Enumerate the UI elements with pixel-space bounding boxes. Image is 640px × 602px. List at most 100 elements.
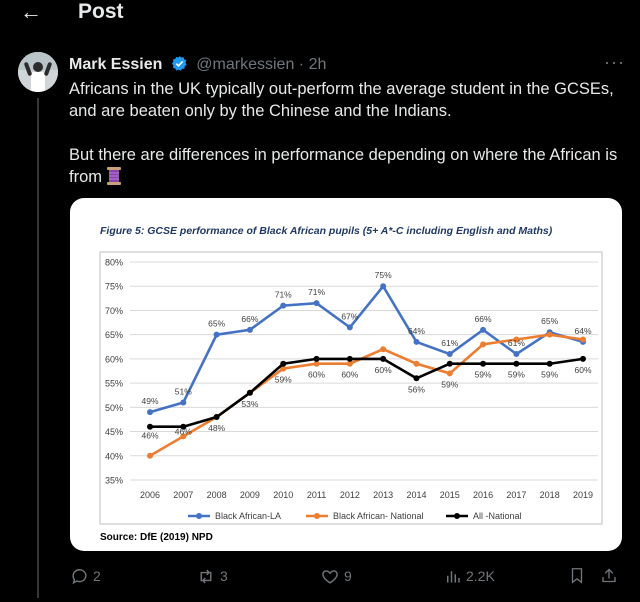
share-icon: [602, 568, 616, 583]
data-label-national: 53%: [241, 399, 258, 409]
post-text-line-4: from: [69, 166, 629, 188]
author-name[interactable]: Mark Essien: [69, 56, 163, 73]
page-title: Post: [78, 0, 124, 23]
series-point: [413, 338, 420, 345]
y-tick-label: 35%: [105, 476, 123, 486]
post-text-from: from: [69, 168, 102, 186]
post-text-line-1: Africans in the UK typically out-perform…: [69, 80, 614, 98]
x-tick-label: 2008: [207, 490, 227, 500]
series-point: [346, 355, 353, 362]
x-tick-label: 2012: [340, 490, 360, 500]
series-point: [246, 389, 253, 396]
data-label-la: 51%: [175, 386, 192, 396]
series-point: [513, 351, 520, 358]
like-button[interactable]: 9: [320, 566, 352, 586]
reply-count: 2: [93, 568, 101, 584]
repost-count: 3: [220, 568, 228, 584]
x-tick-label: 2006: [140, 490, 160, 500]
bookmark-button[interactable]: [568, 566, 586, 585]
post-text-line-2: and are beaten only by the Chinese and t…: [69, 102, 452, 120]
series-point: [446, 370, 453, 377]
series-point: [446, 351, 453, 358]
data-label-la: 64%: [408, 326, 425, 336]
x-tick-label: 2007: [173, 490, 193, 500]
data-label-la: 65%: [208, 319, 225, 329]
data-label-la: 61%: [508, 338, 525, 348]
series-point: [213, 331, 220, 338]
post-time[interactable]: 2h: [308, 56, 327, 73]
data-label-la: 71%: [308, 287, 325, 297]
repost-button[interactable]: 3: [196, 566, 228, 586]
series-line-0: [149, 283, 584, 414]
data-label-la: 66%: [241, 314, 258, 324]
data-label-national: 60%: [308, 370, 325, 380]
action-bar: 2 3 9 2.2K: [0, 566, 640, 590]
series-point: [380, 355, 387, 362]
bookmark-icon: [571, 568, 583, 584]
reply-button[interactable]: 2: [70, 566, 101, 586]
series-point: [346, 360, 353, 367]
series-point: [280, 365, 287, 372]
series-point: [513, 336, 520, 343]
x-tick-label: 2011: [307, 490, 326, 500]
avatar-image: [18, 52, 58, 92]
data-label-national: 59%: [508, 370, 525, 380]
y-tick-label: 75%: [105, 282, 123, 292]
views-count: 2.2K: [466, 568, 495, 584]
legend-label: Black African-LA: [215, 511, 281, 521]
heart-icon: [322, 569, 338, 584]
arrow-left-icon[interactable]: ←: [20, 0, 42, 24]
post-text-line-3: But there are differences in performance…: [69, 146, 618, 164]
avatar[interactable]: [18, 52, 58, 92]
chart-frame: [99, 251, 603, 525]
series-point: [480, 341, 487, 348]
x-tick-label: 2009: [240, 490, 260, 500]
series-point: [246, 326, 253, 333]
data-label-la: 64%: [574, 326, 591, 336]
top-bar: ← Post: [0, 0, 640, 26]
data-label-la: 75%: [375, 270, 392, 280]
more-options-icon[interactable]: ···: [604, 52, 625, 72]
y-axis-ticks: 35% 40% 45% 50% 55% 60% 65% 70% 75% 80%: [105, 258, 123, 486]
y-tick-label: 65%: [105, 330, 123, 340]
chart-source: Source: DfE (2019) NPD: [100, 532, 213, 543]
chart-data-labels: 49% 51% 65% 66% 71% 71% 67% 75% 64% 61% 66% 61% 65% 6…: [141, 270, 591, 440]
like-count: 9: [344, 568, 352, 584]
data-label-la: 65%: [541, 316, 558, 326]
data-label-la: 67%: [341, 311, 358, 321]
legend-marker: [196, 513, 202, 519]
thread-spool-icon: [106, 167, 122, 185]
data-label-national: 60%: [341, 370, 358, 380]
post-image-card[interactable]: Figure 5: GCSE performance of Black Afri…: [70, 198, 622, 551]
series-point: [313, 360, 320, 367]
y-tick-label: 50%: [105, 403, 123, 413]
data-label-la: 66%: [475, 314, 492, 324]
repost-icon: [200, 569, 212, 583]
gcse-line-chart: Figure 5: GCSE performance of Black Afri…: [99, 225, 603, 543]
author-handle[interactable]: @markessien: [196, 56, 295, 73]
post-header: Mark Essien @markessien · 2h: [69, 55, 326, 78]
x-tick-label: 2017: [506, 490, 526, 500]
data-label-national: 56%: [408, 384, 425, 394]
data-label-national: 60%: [574, 365, 591, 375]
series-point: [180, 433, 187, 440]
x-axis-ticks: 2006 2007 2008 2009 2010 2011 2012 2013 2014 2015…: [140, 490, 593, 500]
x-tick-label: 2019: [573, 490, 593, 500]
y-tick-label: 70%: [105, 306, 123, 316]
separator-dot: ·: [298, 56, 305, 73]
data-label-national: 59%: [475, 370, 492, 380]
series-point: [180, 423, 187, 430]
views-button[interactable]: 2.2K: [444, 566, 495, 586]
series-point: [147, 423, 153, 430]
data-label-national: 59%: [275, 375, 292, 385]
share-button[interactable]: [600, 566, 618, 585]
verified-badge-icon: [171, 55, 188, 78]
series-point: [546, 331, 553, 338]
series-point: [280, 302, 287, 309]
series-point: [580, 355, 586, 362]
x-tick-label: 2016: [473, 490, 493, 500]
series-point: [346, 324, 353, 331]
x-tick-label: 2014: [406, 490, 426, 500]
series-point: [413, 375, 420, 382]
series-point: [480, 360, 487, 367]
